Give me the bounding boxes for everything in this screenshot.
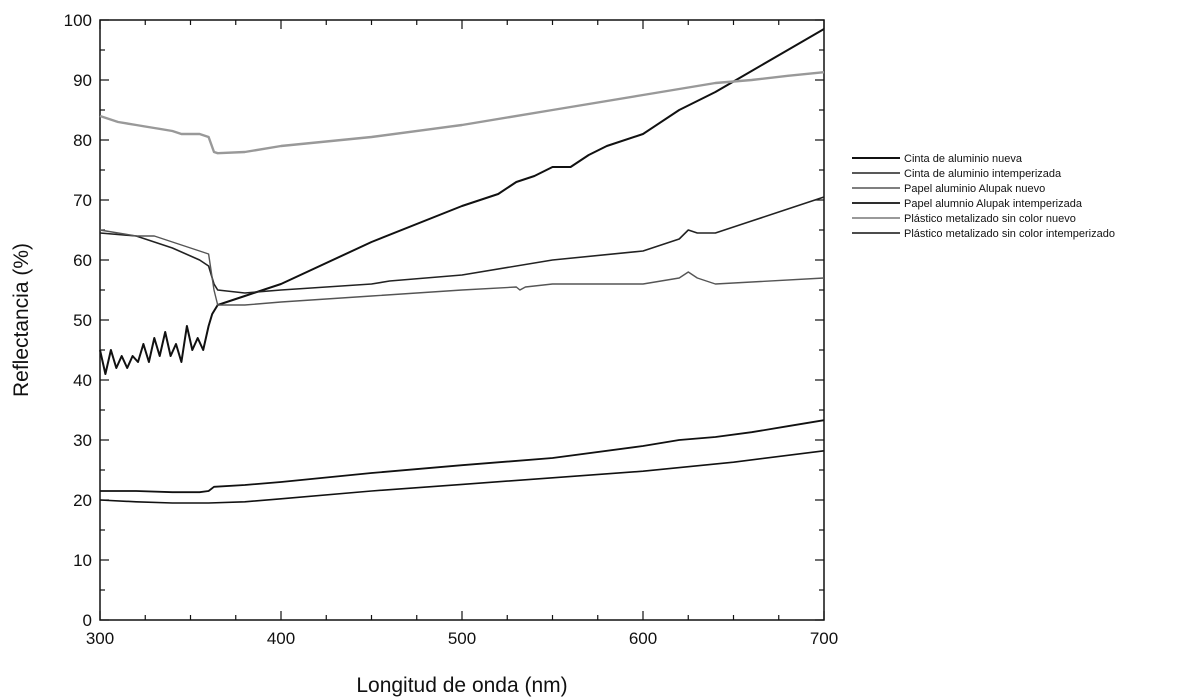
- y-tick-label: 40: [73, 371, 92, 390]
- y-tick-label: 20: [73, 491, 92, 510]
- legend-label: Plástico metalizado sin color intemperiz…: [904, 228, 1115, 240]
- x-axis: 300 400 500 600 700: [86, 20, 838, 648]
- series-line-6: [99, 450, 825, 504]
- plot-area: 300 400 500 600 700 0 10 20 30 40 50 60 70 80 90 100: [64, 11, 839, 648]
- y-tick-label: 10: [73, 551, 92, 570]
- y-tick-label: 60: [73, 251, 92, 270]
- x-axis-title: Longitud de onda (nm): [356, 674, 567, 697]
- x-tick-label: 500: [448, 629, 476, 648]
- y-tick-label: 100: [64, 11, 92, 30]
- x-tick-label: 300: [86, 629, 114, 648]
- legend-label: Cinta de aluminio intemperizada: [904, 168, 1062, 180]
- y-axis: 0 10 20 30 40 50 60 70 80 90 100: [64, 11, 824, 630]
- y-axis-title: Reflectancia (%): [10, 243, 33, 397]
- legend-label: Papel alumnio Alupak intemperizada: [904, 198, 1083, 210]
- y-tick-label: 80: [73, 131, 92, 150]
- series-line-5: [99, 71, 825, 155]
- y-tick-label: 90: [73, 71, 92, 90]
- y-tick-label: 30: [73, 431, 92, 450]
- series-layer: [99, 28, 825, 504]
- series-line-1: [99, 28, 825, 375]
- y-tick-label: 50: [73, 311, 92, 330]
- x-tick-label: 400: [267, 629, 295, 648]
- series-line-4: [100, 419, 825, 494]
- series-line-2: [99, 196, 825, 294]
- x-tick-label: 700: [810, 629, 838, 648]
- legend-label: Plástico metalizado sin color nuevo: [904, 213, 1076, 225]
- y-tick-label: 0: [83, 611, 92, 630]
- plot-frame: [99, 19, 825, 621]
- y-tick-label: 70: [73, 191, 92, 210]
- series-line-3: [99, 229, 825, 306]
- x-tick-label: 600: [629, 629, 657, 648]
- legend-label: Papel aluminio Alupak nuevo: [904, 183, 1045, 195]
- legend: Cinta de aluminio nueva Cinta de aluminio…: [852, 153, 1115, 240]
- legend-label: Cinta de aluminio nueva: [904, 153, 1023, 165]
